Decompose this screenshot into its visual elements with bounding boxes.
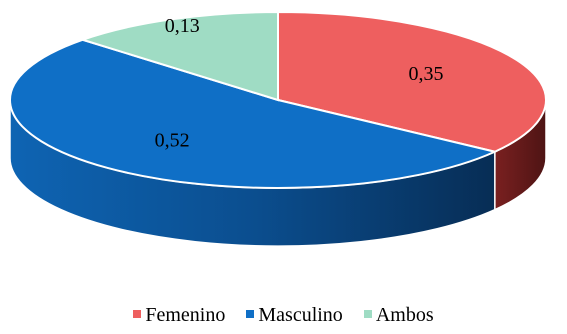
legend-label-ambos: Ambos	[375, 304, 434, 326]
pie-slice-masculino	[9, 38, 498, 189]
legend-label-femenino: Femenino	[145, 304, 226, 326]
legend-swatch-masculino	[246, 310, 255, 318]
data-label-masculino: 0,52	[155, 130, 190, 152]
legend-item-ambos: Ambos	[363, 304, 434, 327]
pie-slice-femenino	[277, 10, 547, 153]
legend-item-masculino: Masculino	[246, 304, 343, 327]
data-label-ambos: 0,13	[165, 15, 200, 37]
pie-slice-ambos	[79, 10, 279, 102]
legend-swatch-ambos	[363, 310, 372, 318]
legend-swatch-femenino	[133, 310, 142, 318]
legend: Femenino Masculino Ambos	[0, 304, 567, 327]
legend-label-masculino: Masculino	[258, 304, 343, 326]
legend-item-femenino: Femenino	[133, 304, 225, 327]
data-label-femenino: 0,35	[409, 63, 444, 85]
